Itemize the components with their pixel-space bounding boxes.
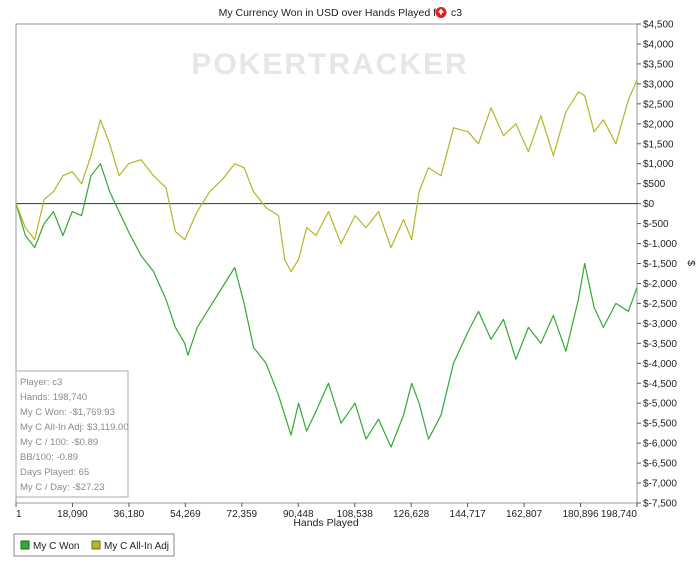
x-axis: 1 18,090 36,180 54,269 72,359 90,448 108,538 12…: [15, 503, 638, 520]
y-tick-label: $4,000: [643, 39, 674, 50]
y-tick-label: $3,000: [643, 79, 674, 90]
y-tick-label: $-7,500: [643, 499, 677, 510]
y-tick-label: $3,500: [643, 59, 674, 70]
x-tick-label: 144,717: [450, 509, 487, 520]
stats-per-day: My C / Day: -$27.23: [20, 482, 104, 493]
x-tick-label: 180,896: [562, 509, 599, 520]
y-tick-label: $500: [643, 179, 666, 190]
y-tick-label: $0: [643, 199, 655, 210]
y-tick-label: $-500: [643, 219, 669, 230]
stats-player: Player: c3: [20, 377, 62, 388]
y-tick-label: $-6,500: [643, 459, 677, 470]
x-axis-title: Hands Played: [293, 517, 359, 529]
y-tick-label: $-2,000: [643, 279, 677, 290]
x-tick-label: 36,180: [114, 509, 145, 520]
x-tick-label: 162,807: [506, 509, 543, 520]
y-tick-label: $-4,500: [643, 379, 677, 390]
y-tick-label: $-1,500: [643, 259, 677, 270]
y-axis-title: $: [685, 260, 697, 266]
y-tick-label: $2,000: [643, 119, 674, 130]
x-tick-label: 108,538: [337, 509, 374, 520]
watermark: POKERTRACKER: [191, 48, 468, 81]
stats-per-100: My C / 100: -$0.89: [20, 437, 98, 448]
legend-swatch-won: [20, 540, 30, 550]
stats-hands: Hands: 198,740: [20, 392, 87, 403]
y-tick-label: $-2,500: [643, 299, 677, 310]
series-layer: [15, 79, 638, 448]
x-tick-label: 54,269: [170, 509, 201, 520]
stats-allin-adj: My C All-In Adj: $3,119.00: [20, 422, 129, 433]
chart-title-player: c3: [451, 7, 462, 19]
series-line-won: [15, 163, 638, 448]
x-tick-label: 72,359: [227, 509, 258, 520]
stats-bb-100: BB/100: -0.89: [20, 452, 78, 463]
legend-label-won: My C Won: [33, 541, 80, 552]
x-tick-label: 90,448: [283, 509, 314, 520]
x-tick-label: 1: [16, 509, 22, 520]
series-line-allin-adj: [15, 79, 638, 273]
y-tick-label: $4,500: [643, 20, 674, 31]
x-tick-label: 198,740: [601, 509, 638, 520]
y-tick-label: $2,500: [643, 99, 674, 110]
legend-label-allin-adj: My C All-In Adj: [104, 541, 169, 552]
stats-box: Player: c3 Hands: 198,740 My C Won: -$1,…: [15, 370, 129, 498]
y-tick-label: $1,500: [643, 139, 674, 150]
y-tick-label: $-7,000: [643, 479, 677, 490]
stats-days-played: Days Played: 65: [20, 467, 89, 478]
y-tick-label: $-5,000: [643, 399, 677, 410]
y-tick-label: $-4,000: [643, 359, 677, 370]
legend: My C Won My C All-In Adj: [13, 533, 175, 557]
y-tick-label: $-1,000: [643, 239, 677, 250]
y-axis: $4,500 $4,000 $3,500 $3,000 $2,500 $2,000 $1,5…: [637, 20, 677, 510]
x-tick-label: 18,090: [57, 509, 88, 520]
x-tick-label: 126,628: [393, 509, 430, 520]
stats-won: My C Won: -$1,769.93: [20, 407, 115, 418]
y-tick-label: $-3,000: [643, 319, 677, 330]
y-tick-label: $-6,000: [643, 439, 677, 450]
legend-swatch-allin-adj: [91, 540, 101, 550]
spade-suit-icon: [435, 7, 447, 18]
y-tick-label: $-3,500: [643, 339, 677, 350]
y-tick-label: $-5,500: [643, 419, 677, 430]
y-tick-label: $1,000: [643, 159, 674, 170]
chart-title: My Currency Won in USD over Hands Played…: [219, 7, 446, 19]
